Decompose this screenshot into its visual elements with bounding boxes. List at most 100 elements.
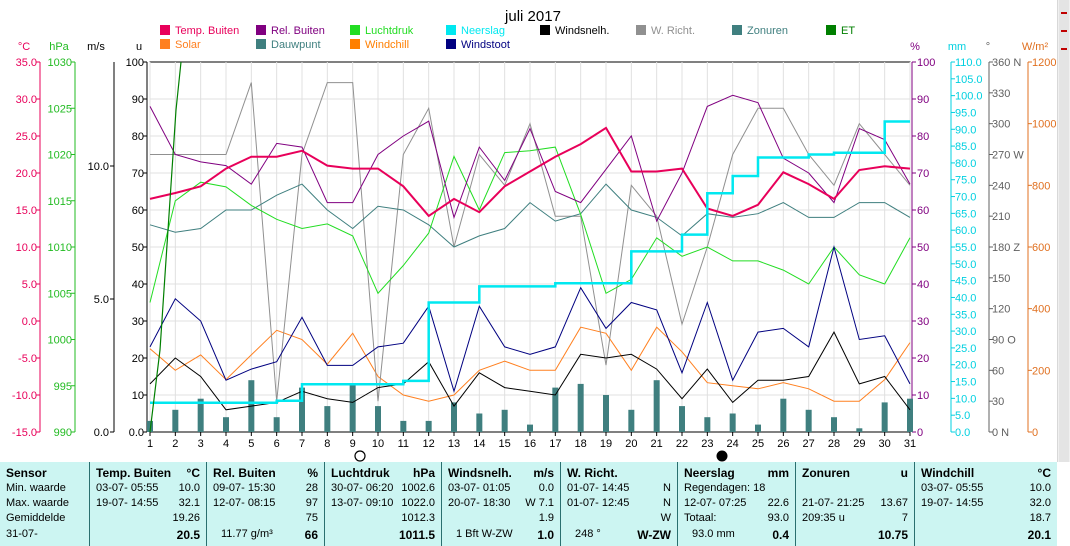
x-tick-label: 3	[198, 438, 204, 450]
scrollbar-thumb[interactable]	[1059, 0, 1069, 462]
max-time: 21-07- 21:25	[802, 497, 865, 509]
vertical-scrollbar[interactable]	[1057, 0, 1070, 462]
stats-panel-temp-buiten: Temp. Buiten °C 03-07- 05:55 10.0 19-07- 14:…	[89, 462, 206, 546]
hpa-axis-unit: hPa	[49, 41, 69, 53]
legend-label-windsnelh: Windsnelh.	[555, 25, 609, 37]
zonuren-bar	[147, 420, 153, 432]
last-extra: 11.77 g/m³	[221, 528, 273, 540]
zonuren-bar	[375, 406, 381, 432]
hours-axis-tick-label: 30	[132, 316, 144, 328]
hours-axis-tick-label: 90	[132, 94, 144, 106]
avg-value: 1.9	[538, 512, 554, 524]
stats-panel-windsnelh: Windsnelh. m/s 03-07- 01:05 0.0 20-07- 18:30…	[441, 462, 560, 546]
last-value: 10.75	[877, 528, 908, 542]
hpa-axis-tick-label: 995	[54, 381, 72, 393]
solar-axis-tick-label: 0	[1032, 427, 1038, 439]
x-tick-label: 14	[473, 438, 485, 450]
solar-axis-tick-label: 600	[1032, 242, 1050, 254]
x-tick-label: 23	[701, 438, 713, 450]
legend-swatch-temp-buiten	[160, 25, 170, 35]
stats-row: 209:35 u 7	[796, 512, 914, 528]
x-tick-label: 27	[803, 438, 815, 450]
min-time: 01-07- 14:45	[567, 482, 630, 494]
stats-row: 20.5	[90, 528, 206, 544]
mm-axis-tick-label: 105.0	[955, 74, 983, 86]
hpa-axis-tick-label: 1020	[48, 150, 72, 162]
stats-row: Windsnelh. m/s	[442, 466, 560, 482]
min-value: 28	[305, 482, 318, 494]
x-tick-label: 9	[350, 438, 356, 450]
max-value: 32.0	[1029, 497, 1051, 509]
temp-axis-tick-label: 5.0	[22, 279, 37, 291]
x-tick-label: 22	[676, 438, 688, 450]
dir-axis-tick-label: 300	[992, 119, 1010, 131]
dir-axis-tick-label: 120	[992, 304, 1010, 316]
x-tick-label: 24	[727, 438, 739, 450]
moon-phase-markers	[354, 450, 728, 462]
pct-axis-tick-label: 10	[917, 390, 929, 402]
hours-axis-unit: u	[136, 41, 142, 53]
panel-unit: m/s	[533, 466, 554, 480]
zonuren-bar	[679, 406, 685, 432]
chart-axes: 1 2 3 4 5 6 7 8 9 10 11 12 13 14 15 16 17 18 19 20 21 22 23 24 2…	[12, 41, 1057, 450]
min-value: 1002.6	[401, 482, 435, 494]
x-tick-label: 25	[752, 438, 764, 450]
pct-axis-tick-label: 70	[917, 168, 929, 180]
zonuren-bar	[451, 402, 457, 432]
stats-row: 13-07- 09:10 1022.0	[325, 497, 441, 513]
dir-axis-tick-label: 150	[992, 273, 1010, 285]
solar-axis-tick-label: 400	[1032, 304, 1050, 316]
x-tick-label: 29	[853, 438, 865, 450]
last-value: 1.0	[537, 528, 554, 542]
mm-axis-tick-label: 60.0	[955, 225, 976, 237]
legend-swatch-windstoot	[446, 39, 456, 49]
panel-unit: °C	[1037, 466, 1051, 480]
stats-row: W. Richt.	[561, 466, 677, 482]
hpa-axis-tick-label: 1015	[48, 196, 72, 208]
stats-row: 03-07- 05:55 10.0	[90, 482, 206, 498]
hours-axis-tick-label: 0.0	[129, 427, 144, 439]
pct-axis-tick-label: 0	[917, 427, 923, 439]
panel-header: Windsnelh.	[448, 466, 512, 480]
mm-axis-tick-label: 40.0	[955, 292, 976, 304]
full-moon-icon	[716, 450, 728, 462]
min-time: 09-07- 15:30	[213, 482, 276, 494]
max-time: 20-07- 18:30	[448, 497, 511, 509]
panel-header: Windchill	[921, 466, 975, 480]
stats-row: Windchill °C	[915, 466, 1057, 482]
zonuren-bar	[552, 387, 559, 432]
stats-row-labels: Sensor Min. waarde Max. waarde Gemiddelde 31…	[0, 462, 90, 546]
mm-axis-tick-label: 15.0	[955, 377, 976, 389]
solar-axis-tick-label: 200	[1032, 365, 1050, 377]
x-tick-label: 10	[372, 438, 384, 450]
pct-axis-tick-label: 90	[917, 94, 929, 106]
neerslag-line	[150, 120, 910, 404]
stats-row: Rel. Buiten%	[207, 466, 324, 482]
stats-row: 01-07- 12:45 N	[561, 497, 677, 513]
row-label-text: Gemiddelde	[6, 512, 66, 524]
stats-row: 19.26	[90, 512, 206, 528]
max-value: 97	[305, 497, 318, 509]
panel-header: Rel. Buiten	[213, 466, 276, 480]
mm-axis-tick-label: 65.0	[955, 208, 976, 220]
stats-row-label: Max. waarde	[0, 497, 90, 513]
mm-axis-tick-label: 20.0	[955, 360, 976, 372]
hpa-axis-tick-label: 1030	[48, 57, 72, 69]
legend-swatch-windsnelh	[540, 25, 550, 35]
stats-row-label: 31-07-	[0, 528, 90, 544]
zonuren-bar	[603, 395, 609, 432]
legend-swatch-windchill	[350, 39, 360, 49]
pct-axis-tick-label: 80	[917, 131, 929, 143]
x-tick-label: 16	[524, 438, 536, 450]
x-tick-label: 30	[879, 438, 891, 450]
stats-panel-neerslag: Neerslag mm Regendagen: 18 12-07- 07:25 22.6…	[677, 462, 795, 546]
min-time: 30-07- 06:20	[331, 482, 394, 494]
luchtdruk-line	[149, 146, 911, 303]
panel-header: Zonuren	[802, 466, 850, 480]
stats-row: Neerslag mm	[678, 466, 795, 482]
mm-axis-tick-label: 30.0	[955, 326, 976, 338]
hpa-axis-tick-label: 1005	[48, 288, 72, 300]
x-tick-label: 18	[575, 438, 587, 450]
max-value: W 7.1	[525, 497, 554, 509]
max-value: N	[663, 497, 671, 509]
